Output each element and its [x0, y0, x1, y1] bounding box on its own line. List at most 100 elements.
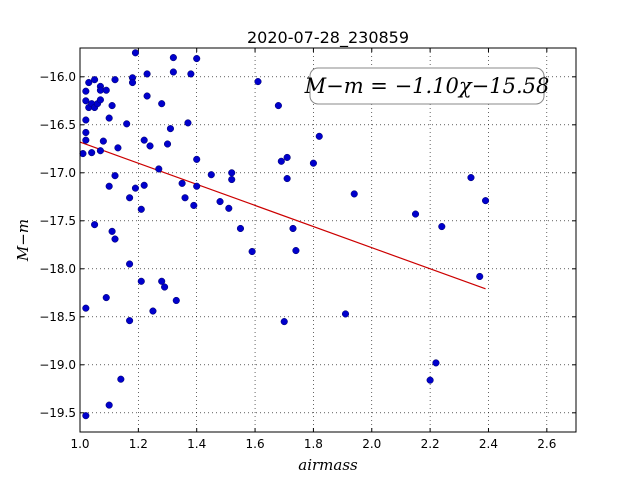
data-point — [102, 294, 110, 302]
data-point — [236, 224, 245, 233]
data-point — [283, 153, 291, 161]
data-point — [126, 194, 134, 202]
x-tick-label: 2.6 — [537, 437, 556, 451]
data-point — [91, 76, 99, 84]
axis-ticks: 1.0 1.2 1.4 1.6 1.8 2.0 2.2 2.4 2.6 −16.0 −16.5 −17… — [39, 48, 576, 451]
data-point — [274, 102, 282, 110]
data-point — [432, 359, 440, 367]
data-point — [248, 247, 256, 256]
data-point — [225, 204, 233, 212]
y-tick-label: −18.0 — [39, 262, 76, 276]
data-point — [341, 310, 350, 318]
data-point — [158, 100, 166, 108]
data-point — [184, 119, 192, 127]
data-point — [82, 136, 90, 144]
fit-legend-box — [309, 67, 545, 105]
x-tick-label: 1.2 — [129, 437, 148, 451]
data-point — [161, 283, 169, 291]
data-point — [143, 92, 151, 100]
data-point — [254, 78, 262, 86]
data-point — [169, 68, 177, 76]
data-point — [102, 86, 110, 94]
data-point — [111, 235, 119, 243]
plot-background — [80, 48, 576, 432]
data-point — [190, 201, 198, 209]
y-tick-label: −19.0 — [39, 358, 76, 372]
data-point — [111, 76, 119, 84]
data-point — [172, 296, 180, 305]
data-point — [128, 79, 137, 87]
data-point — [108, 227, 116, 235]
data-point — [131, 184, 139, 192]
data-point — [309, 159, 317, 167]
data-point — [277, 157, 285, 165]
fit-line-group — [79, 141, 486, 290]
data-point — [105, 114, 113, 122]
data-point — [82, 412, 90, 420]
data-point — [79, 150, 87, 158]
data-point — [193, 55, 201, 63]
data-point — [228, 169, 236, 177]
data-point — [216, 198, 224, 206]
data-point — [85, 79, 93, 87]
x-tick-label: 2.4 — [479, 437, 498, 451]
data-point — [82, 87, 90, 95]
data-point — [467, 174, 475, 182]
data-point — [169, 54, 177, 62]
data-point — [482, 197, 490, 205]
data-point — [137, 205, 145, 213]
x-tick-label: 1.4 — [187, 437, 206, 451]
plot-frame — [79, 47, 577, 433]
y-tick-label: −18.5 — [39, 310, 76, 324]
data-point — [207, 171, 215, 179]
data-point — [91, 221, 99, 229]
data-point — [99, 137, 107, 145]
data-point — [158, 277, 166, 285]
data-point — [105, 401, 113, 409]
data-point — [82, 116, 90, 124]
data-point — [476, 272, 484, 281]
data-point — [438, 223, 446, 231]
data-point — [117, 375, 125, 383]
data-point — [315, 132, 323, 140]
data-point — [114, 144, 122, 152]
data-point — [140, 136, 148, 144]
data-point — [131, 49, 139, 57]
y-tick-label: −19.5 — [39, 406, 76, 420]
data-point — [126, 260, 134, 268]
y-tick-label: −17.5 — [39, 214, 76, 228]
fit-legend: M−m = −1.10χ−15.58 — [304, 67, 550, 105]
fit-equation-label: M−m = −1.10χ−15.58 — [304, 74, 550, 98]
data-point — [166, 125, 174, 133]
data-point — [228, 175, 236, 184]
data-point — [193, 182, 201, 190]
data-point — [105, 182, 113, 190]
x-tick-label: 1.6 — [246, 437, 265, 451]
y-tick-label: −17.0 — [39, 166, 76, 180]
data-point — [143, 70, 151, 78]
x-tick-label: 1.8 — [304, 437, 323, 451]
data-point — [280, 318, 288, 326]
data-point — [411, 210, 420, 218]
x-axis-label: airmass — [298, 456, 358, 474]
data-point — [126, 317, 134, 325]
data-point — [108, 102, 116, 110]
data-point — [193, 155, 201, 163]
y-tick-label: −16.5 — [39, 118, 76, 132]
data-point — [96, 147, 104, 155]
data-point — [155, 165, 163, 173]
y-tick-label: −16.0 — [39, 70, 76, 84]
data-point — [140, 181, 148, 189]
data-point — [82, 304, 90, 312]
data-point — [283, 175, 291, 183]
data-point — [146, 142, 154, 150]
data-point — [88, 149, 96, 157]
data-point — [137, 277, 145, 285]
fit-line — [79, 141, 486, 290]
data-point — [96, 96, 104, 104]
data-point — [111, 172, 119, 180]
data-point — [289, 224, 297, 233]
x-tick-label: 2.0 — [362, 437, 381, 451]
data-point — [123, 120, 131, 128]
